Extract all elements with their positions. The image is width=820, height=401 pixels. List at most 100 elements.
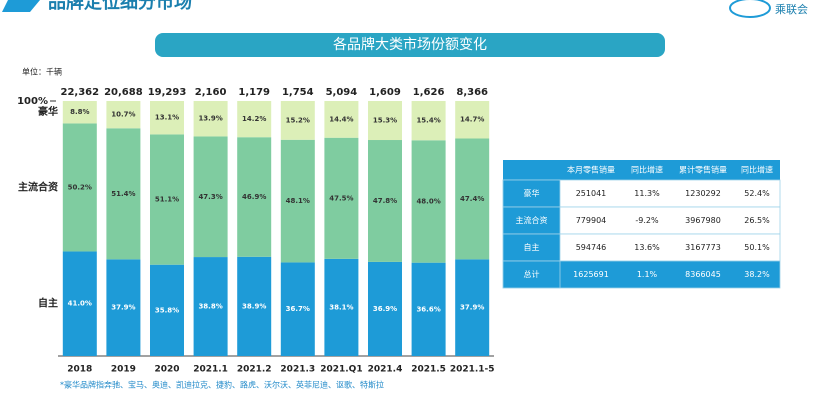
bar-segment bbox=[106, 128, 141, 260]
value-label: 10.7% bbox=[111, 111, 135, 119]
value-label: 47.8% bbox=[373, 197, 397, 205]
x-tick-label: 2018 bbox=[67, 365, 92, 375]
bar-segment bbox=[193, 136, 228, 258]
bar-segment bbox=[411, 140, 446, 263]
table-cell: 13.6% bbox=[634, 243, 660, 252]
value-label: 36.6% bbox=[416, 305, 440, 313]
table-cell: 1625691 bbox=[573, 270, 609, 279]
table-header: 同比增速 bbox=[741, 165, 773, 175]
table-cell: -9.2% bbox=[635, 216, 659, 225]
table-cell: 11.3% bbox=[634, 189, 660, 198]
value-label: 51.4% bbox=[111, 190, 135, 198]
table-cell: 594746 bbox=[576, 243, 607, 252]
table-cell: 50.1% bbox=[744, 243, 770, 252]
total-label: 2,160 bbox=[195, 87, 227, 98]
bar-segment bbox=[62, 101, 97, 124]
value-label: 15.4% bbox=[416, 117, 440, 125]
value-label: 35.8% bbox=[155, 306, 179, 314]
value-label: 8.8% bbox=[70, 108, 89, 116]
value-label: 47.3% bbox=[198, 193, 222, 201]
y-tick-label: 100% bbox=[17, 96, 48, 107]
table-header: 同比增速 bbox=[631, 165, 663, 175]
bar-segment bbox=[368, 101, 402, 141]
table-cell: 1.1% bbox=[637, 270, 658, 279]
value-label: 50.2% bbox=[68, 183, 92, 191]
bar-segment bbox=[324, 101, 359, 138]
value-label: 37.9% bbox=[111, 304, 135, 312]
total-label: 8,366 bbox=[456, 87, 488, 98]
value-label: 46.9% bbox=[242, 193, 266, 201]
series-label: 自主 bbox=[38, 297, 58, 310]
table-header-bg bbox=[503, 160, 780, 180]
value-label: 47.4% bbox=[460, 195, 484, 203]
bar-segment bbox=[368, 140, 402, 262]
bar-segment bbox=[368, 261, 402, 356]
banner bbox=[155, 33, 665, 57]
table-header: 本月零售销量 bbox=[567, 165, 615, 175]
value-label: 37.9% bbox=[460, 304, 484, 312]
bar-segment bbox=[106, 259, 141, 356]
value-label: 38.1% bbox=[329, 303, 353, 311]
table-cell: 52.4% bbox=[744, 189, 770, 198]
slide-title: 品牌定位细分市场 bbox=[48, 0, 192, 13]
bar-segment bbox=[150, 101, 184, 135]
title-decoration bbox=[2, 0, 40, 12]
unit: 单位：千辆 bbox=[22, 67, 62, 77]
value-label: 48.1% bbox=[286, 197, 310, 205]
table-cell: 38.2% bbox=[744, 270, 770, 279]
total-label: 1,754 bbox=[282, 87, 314, 98]
x-tick-label: 2021.3 bbox=[280, 365, 315, 375]
total-label: 1,609 bbox=[369, 87, 401, 98]
bar-segment bbox=[237, 137, 272, 257]
table-row-head: 主流合资 bbox=[516, 215, 548, 225]
total-label: 1,626 bbox=[413, 87, 445, 98]
total-label: 1,179 bbox=[238, 87, 270, 98]
x-tick-label: 2020 bbox=[154, 365, 179, 375]
value-label: 14.4% bbox=[329, 115, 353, 123]
value-label: 36.7% bbox=[286, 305, 310, 313]
x-tick-label: 2021.4 bbox=[368, 365, 403, 375]
bar-segment bbox=[411, 262, 446, 356]
total-label: 22,362 bbox=[61, 87, 100, 98]
bar-segment bbox=[237, 256, 272, 356]
value-label: 15.2% bbox=[286, 116, 310, 124]
bar-segment bbox=[324, 137, 359, 259]
table-cell: 8366045 bbox=[685, 270, 721, 279]
x-tick-label: 2021.Q1 bbox=[320, 365, 362, 375]
value-label: 47.5% bbox=[329, 194, 353, 202]
logo-text: 乘联会 bbox=[775, 3, 808, 16]
series-label: 主流合资 bbox=[18, 180, 58, 193]
bar-segment bbox=[411, 101, 446, 141]
bar-segment bbox=[455, 138, 490, 260]
table-cell: 251041 bbox=[576, 189, 607, 198]
bar-segment bbox=[280, 262, 315, 356]
bar-segment bbox=[455, 259, 490, 356]
value-label: 13.1% bbox=[155, 114, 179, 122]
table-row-head-bg bbox=[502, 260, 561, 289]
value-label: 13.9% bbox=[198, 115, 222, 123]
x-tick-label: 2021.1 bbox=[193, 365, 228, 375]
x-tick-label: 2019 bbox=[111, 365, 136, 375]
table-cell: 1230292 bbox=[685, 189, 721, 198]
value-label: 41.0% bbox=[68, 300, 92, 308]
table-header: 累计零售销量 bbox=[679, 165, 727, 175]
footnote: *豪华品牌指奔驰、宝马、奥迪、凯迪拉克、捷豹、路虎、沃尔沃、英菲尼迪、讴歌、特斯… bbox=[60, 380, 384, 390]
table-row-head-bg bbox=[502, 233, 561, 262]
value-label: 14.7% bbox=[460, 116, 484, 124]
x-tick-label: 2021.2 bbox=[237, 365, 272, 375]
bar-segment bbox=[62, 123, 97, 252]
bar-segment bbox=[193, 257, 228, 356]
table-row-head-bg bbox=[502, 206, 561, 235]
bar-segment bbox=[150, 264, 184, 356]
table-cell: 3967980 bbox=[685, 216, 721, 225]
value-label: 51.1% bbox=[155, 196, 179, 204]
table-cell: 779904 bbox=[576, 216, 607, 225]
series-label: 豪华 bbox=[38, 105, 58, 118]
bar-segment bbox=[150, 134, 184, 265]
value-label: 48.0% bbox=[416, 197, 440, 205]
bar-segment bbox=[455, 101, 490, 139]
bar-segment bbox=[237, 101, 272, 138]
x-tick-label: 2021.1-5 bbox=[450, 365, 495, 375]
total-label: 5,094 bbox=[326, 87, 358, 98]
